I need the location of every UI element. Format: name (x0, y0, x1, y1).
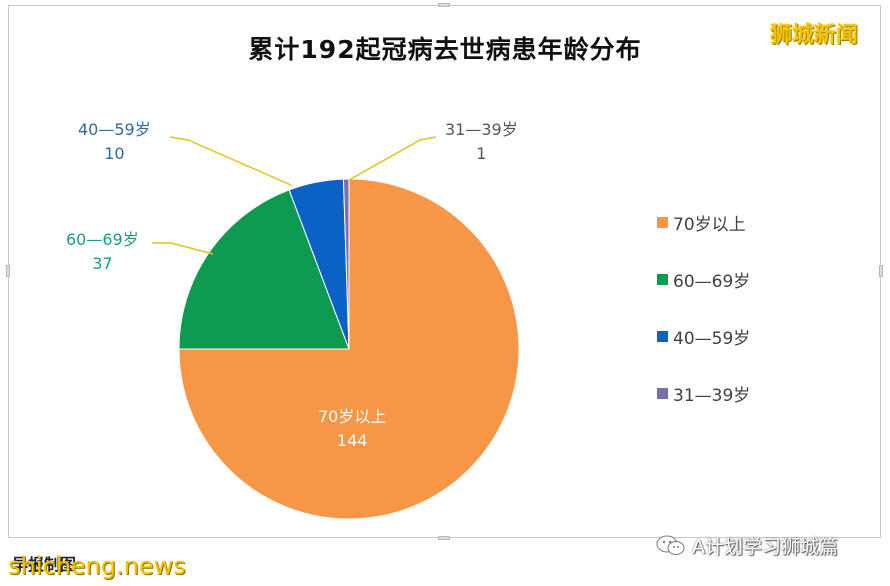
brand-logo: 狮城新闻 (770, 23, 859, 48)
data-label-31-39: 31—39岁 1 (445, 118, 518, 166)
data-label-name: 31—39岁 (445, 120, 518, 139)
legend-label: 60—69岁 (673, 271, 751, 292)
wechat-credit: A计划学习狮城篇 (656, 532, 838, 559)
legend-item: 70岁以上 (657, 207, 750, 237)
leader-line-60-69 (152, 242, 214, 255)
legend-label: 70岁以上 (673, 214, 746, 235)
data-label-value: 10 (104, 144, 125, 163)
data-label-value: 144 (336, 431, 368, 450)
resize-handle-bottom[interactable] (438, 536, 450, 540)
data-label-name: 40—59岁 (78, 120, 151, 139)
data-label-70-plus: 70岁以上 144 (318, 405, 386, 453)
data-label-60-69: 60—69岁 37 (66, 228, 139, 276)
pie-slice-0 (178, 178, 520, 520)
legend-swatch (657, 330, 668, 342)
legend-item: 40—59岁 (657, 321, 750, 351)
legend-swatch (657, 216, 668, 228)
legend-item: 60—69岁 (657, 264, 750, 294)
leader-line-40-59 (169, 136, 292, 186)
legend-swatch (657, 273, 668, 285)
legend-swatch (657, 387, 668, 399)
resize-handle-left[interactable] (6, 265, 10, 277)
chart-legend: 70岁以上 60—69岁 40—59岁 31—39岁 (657, 207, 750, 435)
leader-line-31-39 (348, 136, 437, 181)
data-label-name: 60—69岁 (66, 230, 139, 249)
data-label-value: 37 (92, 254, 113, 273)
chart-title: 累计192起冠病去世病患年龄分布 (248, 35, 642, 64)
pie-slice-3 (342, 178, 350, 350)
legend-label: 40—59岁 (673, 328, 751, 349)
source-note: 早报制图 (12, 555, 77, 574)
credit-text: A计划学习狮城篇 (692, 536, 838, 558)
legend-item: 31—39岁 (657, 378, 750, 408)
watermark: shicheng.news (8, 552, 186, 580)
data-label-40-59: 40—59岁 10 (78, 118, 151, 166)
resize-handle-right[interactable] (879, 265, 883, 277)
data-label-value: 1 (476, 144, 487, 163)
resize-handle-top[interactable] (438, 3, 450, 7)
wechat-icon (656, 534, 686, 558)
data-label-name: 70岁以上 (318, 407, 387, 426)
legend-label: 31—39岁 (673, 385, 751, 406)
